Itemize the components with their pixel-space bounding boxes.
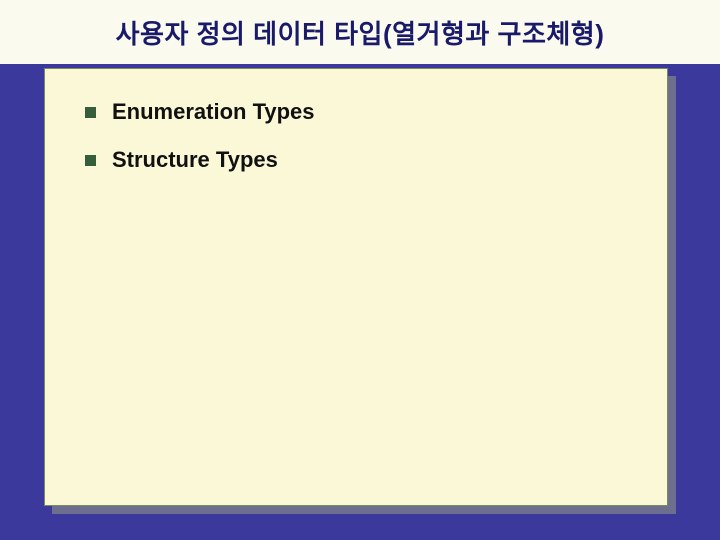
slide: 사용자 정의 데이터 타입(열거형과 구조체형) Enumeration Typ… — [0, 0, 720, 540]
square-bullet-icon — [85, 107, 96, 118]
title-band: 사용자 정의 데이터 타입(열거형과 구조체형) — [0, 0, 720, 64]
list-item: Enumeration Types — [85, 99, 627, 125]
list-item-label: Structure Types — [112, 147, 278, 173]
list-item: Structure Types — [85, 147, 627, 173]
slide-title: 사용자 정의 데이터 타입(열거형과 구조체형) — [116, 14, 605, 51]
square-bullet-icon — [85, 155, 96, 166]
list-item-label: Enumeration Types — [112, 99, 315, 125]
content-panel: Enumeration Types Structure Types — [44, 68, 668, 506]
